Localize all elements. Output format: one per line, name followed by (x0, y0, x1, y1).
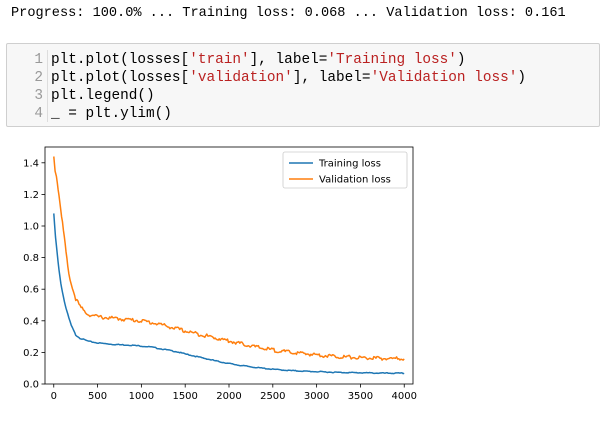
string-literal: 'validation' (189, 70, 293, 86)
x-tick-label: 0 (51, 391, 57, 402)
code-token: plt.legend() (51, 88, 155, 104)
x-tick-label: 1500 (172, 391, 197, 402)
y-tick-label: 0.8 (23, 253, 39, 264)
y-tick-label: 0.2 (23, 348, 39, 359)
code-token: _ = plt.ylim() (51, 106, 172, 122)
y-tick-label: 0.6 (23, 285, 39, 296)
x-tick-label: 3000 (304, 391, 329, 402)
line-number: 3 (34, 88, 43, 104)
validation-loss-line (53, 156, 405, 361)
legend-label-training: Training loss (318, 159, 381, 170)
string-literal: 'Training loss' (327, 52, 457, 68)
y-tick-label: 1.4 (23, 158, 39, 169)
training-progress-output: Progress: 100.0% ... Training loss: 0.06… (11, 6, 566, 21)
code-token: ) (517, 70, 527, 86)
string-literal: 'train' (189, 52, 250, 68)
x-tick-label: 1000 (129, 391, 154, 402)
y-tick-label: 0.4 (23, 316, 39, 327)
code-cell-input[interactable]: 1 plt.plot(losses['train'], label='Traini… (6, 43, 600, 127)
y-tick-label: 1.0 (23, 222, 39, 233)
code-token: ], label= (292, 70, 371, 86)
x-tick-label: 3500 (348, 391, 373, 402)
loss-chart: 0 500 1000 1500 2000 2500 3000 3500 4000 0.0 0.2 0.… (0, 138, 420, 408)
code-text: _ = plt.ylim() (51, 105, 172, 123)
training-loss-line (53, 213, 405, 375)
code-token: ) (456, 52, 466, 68)
line-number-gutter (47, 50, 48, 122)
y-tick-label: 1.2 (23, 190, 39, 201)
x-tick-label: 4000 (392, 391, 417, 402)
x-tick-label: 2000 (216, 391, 241, 402)
legend-label-validation: Validation loss (319, 175, 391, 186)
line-number: 1 (34, 52, 43, 68)
code-token: plt.plot(losses[ (51, 52, 190, 68)
string-literal: 'Validation loss' (370, 70, 518, 86)
code-text: plt.plot(losses['train'], label='Trainin… (51, 51, 466, 69)
x-tick-label: 2500 (260, 391, 285, 402)
code-text: plt.legend() (51, 87, 155, 105)
x-tick-label: 500 (88, 391, 107, 402)
line-number: 2 (34, 70, 43, 86)
y-tick-label: 0.0 (23, 380, 39, 391)
legend-box (282, 151, 408, 189)
line-number: 4 (34, 106, 43, 122)
code-token: ], label= (249, 52, 328, 68)
loss-chart-svg: 0 500 1000 1500 2000 2500 3000 3500 4000 0.0 0.2 0.… (23, 146, 417, 402)
code-text: plt.plot(losses['validation'], label='Va… (51, 69, 526, 87)
code-token: plt.plot(losses[ (51, 70, 190, 86)
